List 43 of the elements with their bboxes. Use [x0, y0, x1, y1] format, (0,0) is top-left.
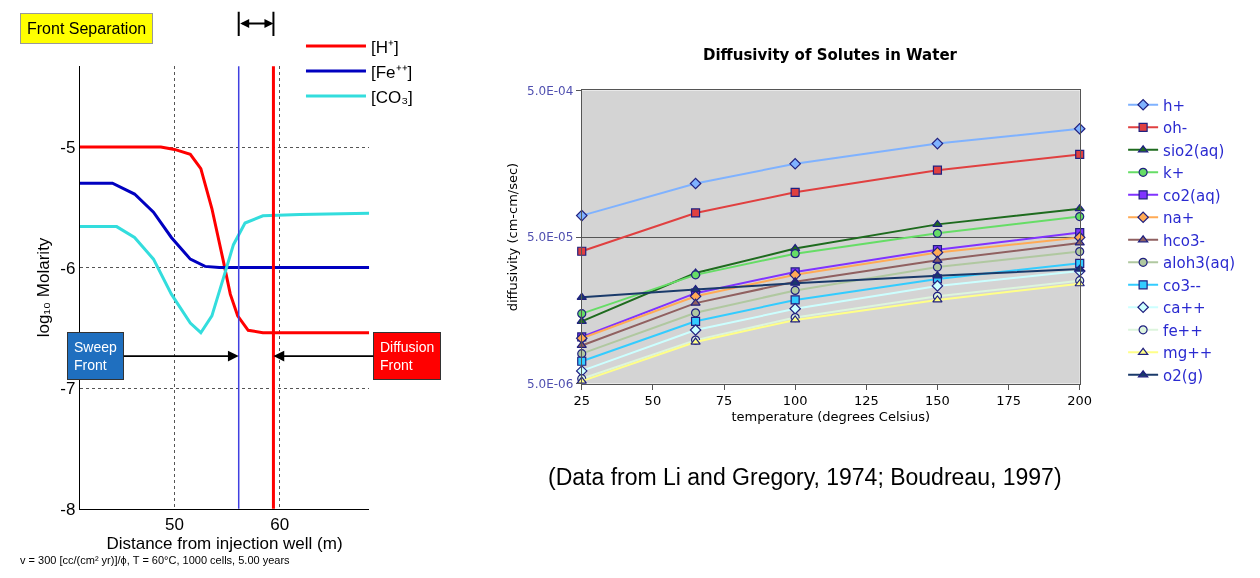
legend-label: co2(aq)	[1163, 186, 1221, 205]
text: (Data from Li and Gregory, 1974; Boudreau, 1997)	[548, 464, 1062, 490]
y-tick-label: 5.0E-05	[527, 230, 574, 245]
legend-label: na+	[1163, 209, 1195, 228]
legend-label: mg++	[1163, 344, 1213, 363]
legend-label: [CO₃]	[370, 87, 413, 107]
x-tick-label: 50	[165, 515, 184, 535]
y-tick-label: 5.0E-06	[527, 376, 574, 391]
legend-label: co3--	[1163, 276, 1201, 295]
chart-title: Diffusivity of Solutes in Water	[703, 46, 958, 64]
ref-line-label: Sweep Front	[74, 339, 118, 374]
y-tick-label: 5.0E-04	[527, 83, 574, 98]
legend-label: [H⁺]	[370, 37, 399, 57]
legend-label: aloh3(aq)	[1163, 254, 1236, 273]
y-tick-label: -7	[60, 379, 76, 399]
x-tick-label: 25	[573, 393, 591, 409]
x-tick-label: 150	[925, 393, 950, 409]
legend-label: hco3-	[1163, 231, 1205, 250]
legend-label: fe++	[1163, 321, 1203, 340]
text: v = 300 [cc/(cm² yr)]/ϕ, T = 60°C, 1000 cells, 5.00 years	[20, 554, 291, 566]
y-tick-label: -6	[60, 258, 76, 278]
x-axis-title: temperature (degrees Celsius)	[731, 408, 930, 424]
legend-label: o2(g)	[1163, 366, 1204, 385]
y-tick-label: -5	[60, 137, 76, 157]
x-tick-label: 175	[996, 393, 1021, 409]
x-axis-title: Distance from injection well (m)	[106, 534, 343, 554]
x-tick-label: 200	[1067, 393, 1093, 409]
y-axis-title: diffusivity (cm-cm/sec)	[505, 162, 521, 312]
legend-label: oh-	[1163, 119, 1188, 138]
y-axis-title: log₁₀ Molarity	[33, 237, 53, 338]
legend-label: [Fe⁺⁺]	[370, 62, 413, 82]
legend-label: k+	[1163, 164, 1185, 183]
x-tick-label: 125	[853, 393, 879, 409]
text: Front Separation	[27, 20, 147, 37]
x-tick-label: 100	[782, 393, 808, 409]
legend-label: h+	[1163, 96, 1186, 115]
x-tick-label: 60	[270, 515, 290, 535]
y-tick-label: -8	[60, 499, 76, 519]
legend-label: sio2(aq)	[1163, 141, 1225, 160]
x-tick-label: 50	[644, 393, 662, 409]
legend-label: ca++	[1163, 299, 1206, 318]
x-tick-label: 75	[715, 393, 733, 409]
ref-line-label: Diffusion Front	[380, 339, 435, 374]
